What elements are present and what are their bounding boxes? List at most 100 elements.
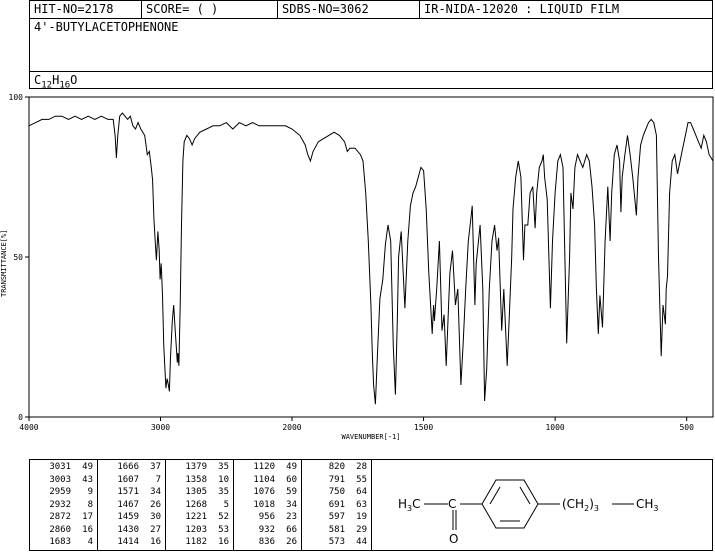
peak-wavenumber: 820 (328, 462, 345, 472)
peak-row: 1120 49 (234, 462, 301, 473)
x-tick-label: 1000 (545, 423, 564, 432)
y-tick-label: 0 (18, 413, 23, 422)
peak-row: 1268 5 (166, 500, 233, 511)
peak-row: 1305 35 (166, 487, 233, 498)
peak-wavenumber: 1305 (185, 487, 207, 497)
peak-transmittance: 35 (218, 462, 229, 472)
carbonyl-carbon: C (448, 497, 456, 511)
spectrum-header: HIT-NO=2178 SCORE= ( ) SDBS-NO=3062 IR-N… (29, 0, 713, 91)
chain-sub-3: 3 (594, 504, 599, 513)
peak-row: 932 66 (234, 525, 301, 536)
peak-row: 1666 37 (98, 462, 165, 473)
peak-row: 1358 10 (166, 475, 233, 486)
y-axis-ticks: 0 50 100 (9, 93, 29, 422)
peak-wavenumber: 597 (328, 512, 345, 522)
peak-transmittance: 27 (150, 524, 161, 535)
peak-transmittance: 64 (356, 487, 367, 497)
peak-row: 836 26 (234, 537, 301, 548)
peak-row: 691 63 (302, 500, 371, 511)
peak-row: 3031 49 (30, 462, 97, 473)
score: SCORE= ( ) (142, 1, 278, 18)
peak-transmittance: 17 (82, 512, 93, 522)
peak-row: 2872 17 (30, 512, 97, 523)
peak-wavenumber: 1203 (185, 524, 207, 535)
peak-column: 820 28 791 55 750 64 691 63 597 19 581 29 573 44 (302, 460, 371, 550)
oxygen-symbol: O (70, 73, 78, 87)
compound-name: 4'-BUTYLACETOPHENONE (34, 20, 179, 34)
peak-transmittance: 49 (286, 462, 297, 472)
peak-row: 1467 26 (98, 500, 165, 511)
peak-row: 597 19 (302, 512, 371, 523)
peak-transmittance: 34 (150, 487, 161, 497)
peak-transmittance: 53 (218, 524, 229, 535)
y-axis-label: TRANSMITTANCE[%] (0, 230, 8, 297)
ir-spectrum-chart: 0 50 100 4000 3000 2000 1500 1000 500 TRANSMITT… (0, 93, 714, 441)
peak-wavenumber: 1607 (117, 474, 139, 485)
ring-inner-bond-1 (489, 486, 501, 505)
peak-wavenumber: 1182 (185, 537, 207, 547)
peak-transmittance: 55 (356, 474, 367, 485)
peak-wavenumber: 581 (328, 524, 345, 535)
peak-row: 1571 34 (98, 487, 165, 498)
peak-wavenumber: 1076 (253, 487, 275, 497)
peak-wavenumber: 1018 (253, 499, 275, 510)
methyl-left-sub: 3 (407, 504, 412, 513)
peak-wavenumber: 1430 (117, 524, 139, 535)
peak-row: 1414 16 (98, 537, 165, 548)
peak-transmittance: 23 (286, 512, 297, 522)
peak-wavenumber: 932 (258, 524, 275, 535)
peak-wavenumber: 573 (328, 537, 345, 547)
peak-wavenumber: 2932 (49, 499, 71, 510)
peak-wavenumber: 836 (258, 537, 275, 547)
x-tick-label: 1500 (414, 423, 433, 432)
peak-transmittance: 43 (82, 474, 93, 485)
formula-row: C12H16O (30, 71, 712, 91)
peak-column: 1666 37 1607 7 1571 34 1467 26 1459 30 1430 27 1414 1… (98, 460, 166, 550)
peak-wavenumber: 1414 (117, 537, 139, 547)
butyl-chain: (CH2)3 (562, 497, 599, 513)
carbon-count: 12 (41, 80, 53, 91)
peak-row: 1459 30 (98, 512, 165, 523)
sdbs-number: SDBS-NO=3062 (278, 1, 420, 18)
peak-transmittance: 30 (150, 512, 161, 522)
peak-transmittance: 52 (218, 512, 229, 522)
peak-wavenumber: 1221 (185, 512, 207, 522)
molecular-formula: C12H16O (34, 73, 78, 91)
peak-transmittance: 35 (218, 487, 229, 497)
peak-row: 573 44 (302, 537, 371, 548)
peak-wavenumber: 3031 (49, 462, 71, 472)
peak-transmittance: 59 (286, 487, 297, 497)
peak-wavenumber: 2860 (49, 524, 71, 535)
peak-wavenumber: 1379 (185, 462, 207, 472)
peak-wavenumber: 1666 (117, 462, 139, 472)
methyl-right: CH3 (636, 497, 659, 513)
peak-transmittance: 16 (82, 524, 93, 535)
peak-wavenumber: 691 (328, 499, 345, 510)
peak-transmittance: 63 (356, 499, 367, 510)
peak-transmittance: 44 (356, 537, 367, 547)
peak-transmittance: 19 (356, 512, 367, 522)
peak-wavenumber: 1120 (253, 462, 275, 472)
peak-row: 1203 53 (166, 525, 233, 536)
peak-wavenumber: 750 (328, 487, 345, 497)
peak-transmittance: 26 (286, 537, 297, 547)
peak-transmittance: 10 (218, 474, 229, 485)
plot-frame (28, 96, 714, 418)
peak-transmittance: 37 (150, 462, 161, 472)
peak-row: 1430 27 (98, 525, 165, 536)
peak-column: 1379 35 1358 10 1305 35 1268 5 1221 52 1203 53 1182 1… (166, 460, 234, 550)
carbonyl-oxygen: O (449, 532, 458, 546)
peak-transmittance: 49 (82, 462, 93, 472)
peak-row: 1221 52 (166, 512, 233, 523)
methyl-right-sub: 3 (653, 504, 658, 513)
peak-row: 1104 60 (234, 475, 301, 486)
peak-transmittance: 9 (87, 487, 93, 497)
peak-wavenumber: 1104 (253, 474, 275, 485)
peak-transmittance: 16 (150, 537, 161, 547)
x-tick-label: 4000 (19, 423, 38, 432)
peak-row: 1379 35 (166, 462, 233, 473)
peak-row: 820 28 (302, 462, 371, 473)
x-tick-label: 2000 (282, 423, 301, 432)
peak-transmittance: 60 (286, 474, 297, 485)
peak-row: 1076 59 (234, 487, 301, 498)
